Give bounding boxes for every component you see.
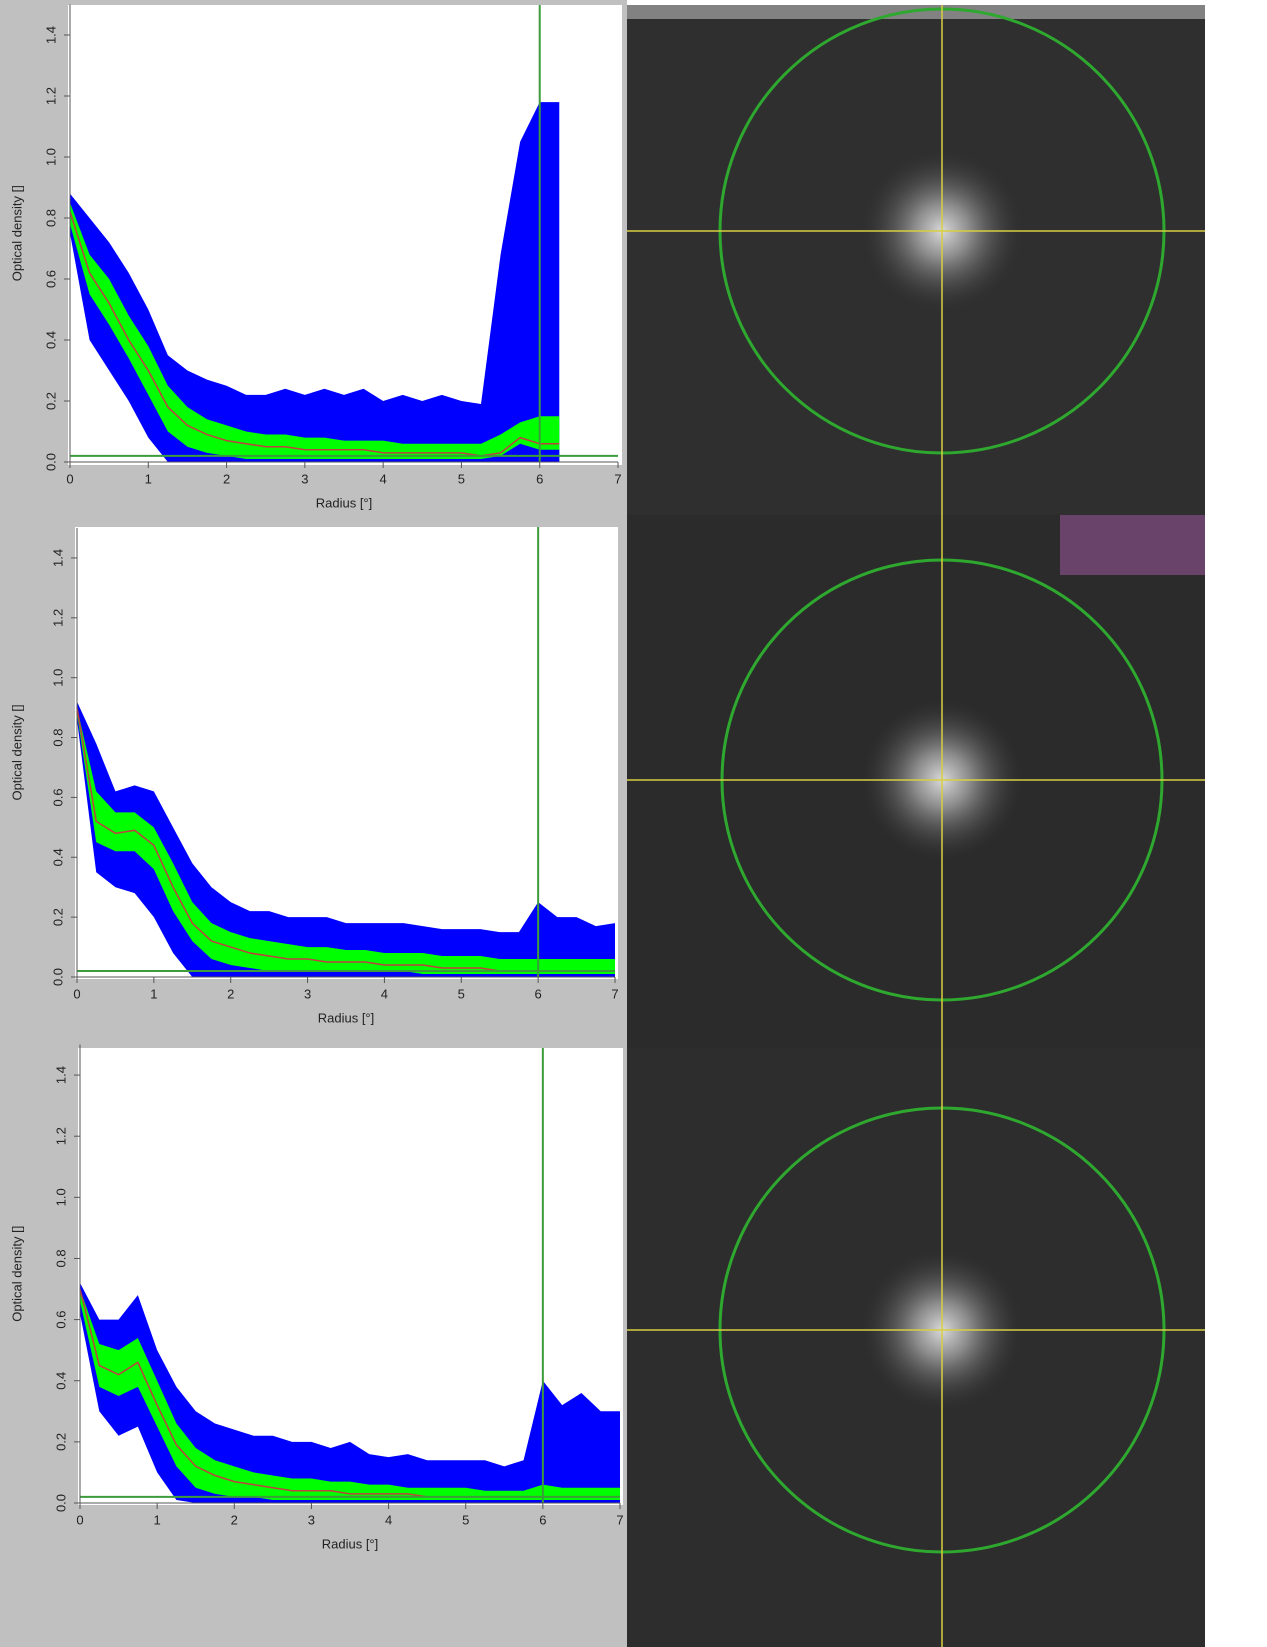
band-area [77,719,615,977]
x-tick-label: 6 [535,986,542,1001]
x-tick-label: 6 [536,471,543,486]
chart: 0.0 0.2 0.4 0.6 0.8 1.0 1.2 1.4 0 1 2 3 4 5 6 7 Radius [… [9,527,619,1025]
band-area [80,1282,620,1503]
x-tick-label: 7 [611,986,618,1001]
plot [69,5,618,462]
x-tick-label: 0 [66,471,73,486]
x-tick-label: 5 [458,471,465,486]
chart: 0.0 0.2 0.4 0.6 0.8 1.0 1.2 1.4 0 1 2 3 4 5 6 7 Radius [… [9,1044,624,1551]
y-tick-label: 1.2 [53,1127,68,1145]
x-tick-label: 0 [73,986,80,1001]
x-axis-label: Radius [°] [318,1010,375,1025]
y-tick-label: 0.6 [53,1311,68,1329]
y-tick-label: 1.4 [43,26,58,44]
band-area [77,701,615,977]
y-tick-label: 1.4 [53,1066,68,1084]
y-tick-label: 0.0 [43,453,58,471]
y-tick-label: 0.0 [53,1494,68,1512]
y-tick-label: 0.6 [50,788,65,806]
x-tick-label: 6 [539,1512,546,1527]
y-tick-label: 0.8 [50,728,65,746]
mean-line [76,707,558,972]
band-area [70,233,560,462]
y-axis-label: Optical density [] [9,1226,24,1322]
band-area [80,1313,620,1503]
x-tick-label: 4 [381,986,388,1001]
x-tick-label: 1 [150,986,157,1001]
y-tick-label: 1.4 [50,549,65,567]
fundus-images [627,5,1205,1647]
y-tick-label: 0.6 [43,270,58,288]
x-axis-label: Radius [°] [322,1536,379,1551]
artifact [1060,515,1205,575]
y-tick-label: 1.2 [43,87,58,105]
y-axis-label: Optical density [] [9,704,24,800]
y-tick-label: 0.4 [53,1372,68,1390]
x-tick-label: 5 [458,986,465,1001]
x-axis-label: Radius [°] [316,495,373,510]
y-tick-label: 0.8 [43,209,58,227]
mean-line [79,1288,485,1498]
y-tick-label: 0.4 [50,848,65,866]
y-tick-label: 1.2 [50,609,65,627]
x-tick-label: 3 [304,986,311,1001]
x-tick-label: 1 [154,1512,161,1527]
y-tick-label: 0.0 [50,968,65,986]
x-tick-label: 2 [223,471,230,486]
y-tick-label: 1.0 [43,148,58,166]
x-tick-label: 2 [227,986,234,1001]
x-tick-label: 5 [462,1512,469,1527]
y-tick-label: 0.4 [43,331,58,349]
x-tick-label: 7 [616,1512,623,1527]
x-tick-label: 4 [385,1512,392,1527]
y-axis-label: Optical density [] [9,185,24,281]
x-tick-label: 3 [301,471,308,486]
y-tick-label: 0.2 [50,908,65,926]
y-tick-label: 0.2 [43,392,58,410]
x-tick-label: 1 [145,471,152,486]
plot [79,1048,620,1503]
plot [76,527,615,977]
x-tick-label: 2 [231,1512,238,1527]
x-tick-label: 3 [308,1512,315,1527]
x-tick-label: 0 [76,1512,83,1527]
y-tick-label: 0.8 [53,1249,68,1267]
x-tick-label: 4 [380,471,387,486]
chart: 0.0 0.2 0.4 0.6 0.8 1.0 1.2 1.4 0 1 2 3 4 5 6 7 Radius [… [9,4,622,510]
x-tick-label: 7 [614,471,621,486]
y-tick-label: 1.0 [53,1188,68,1206]
y-tick-label: 0.2 [53,1433,68,1451]
y-tick-label: 1.0 [50,669,65,687]
